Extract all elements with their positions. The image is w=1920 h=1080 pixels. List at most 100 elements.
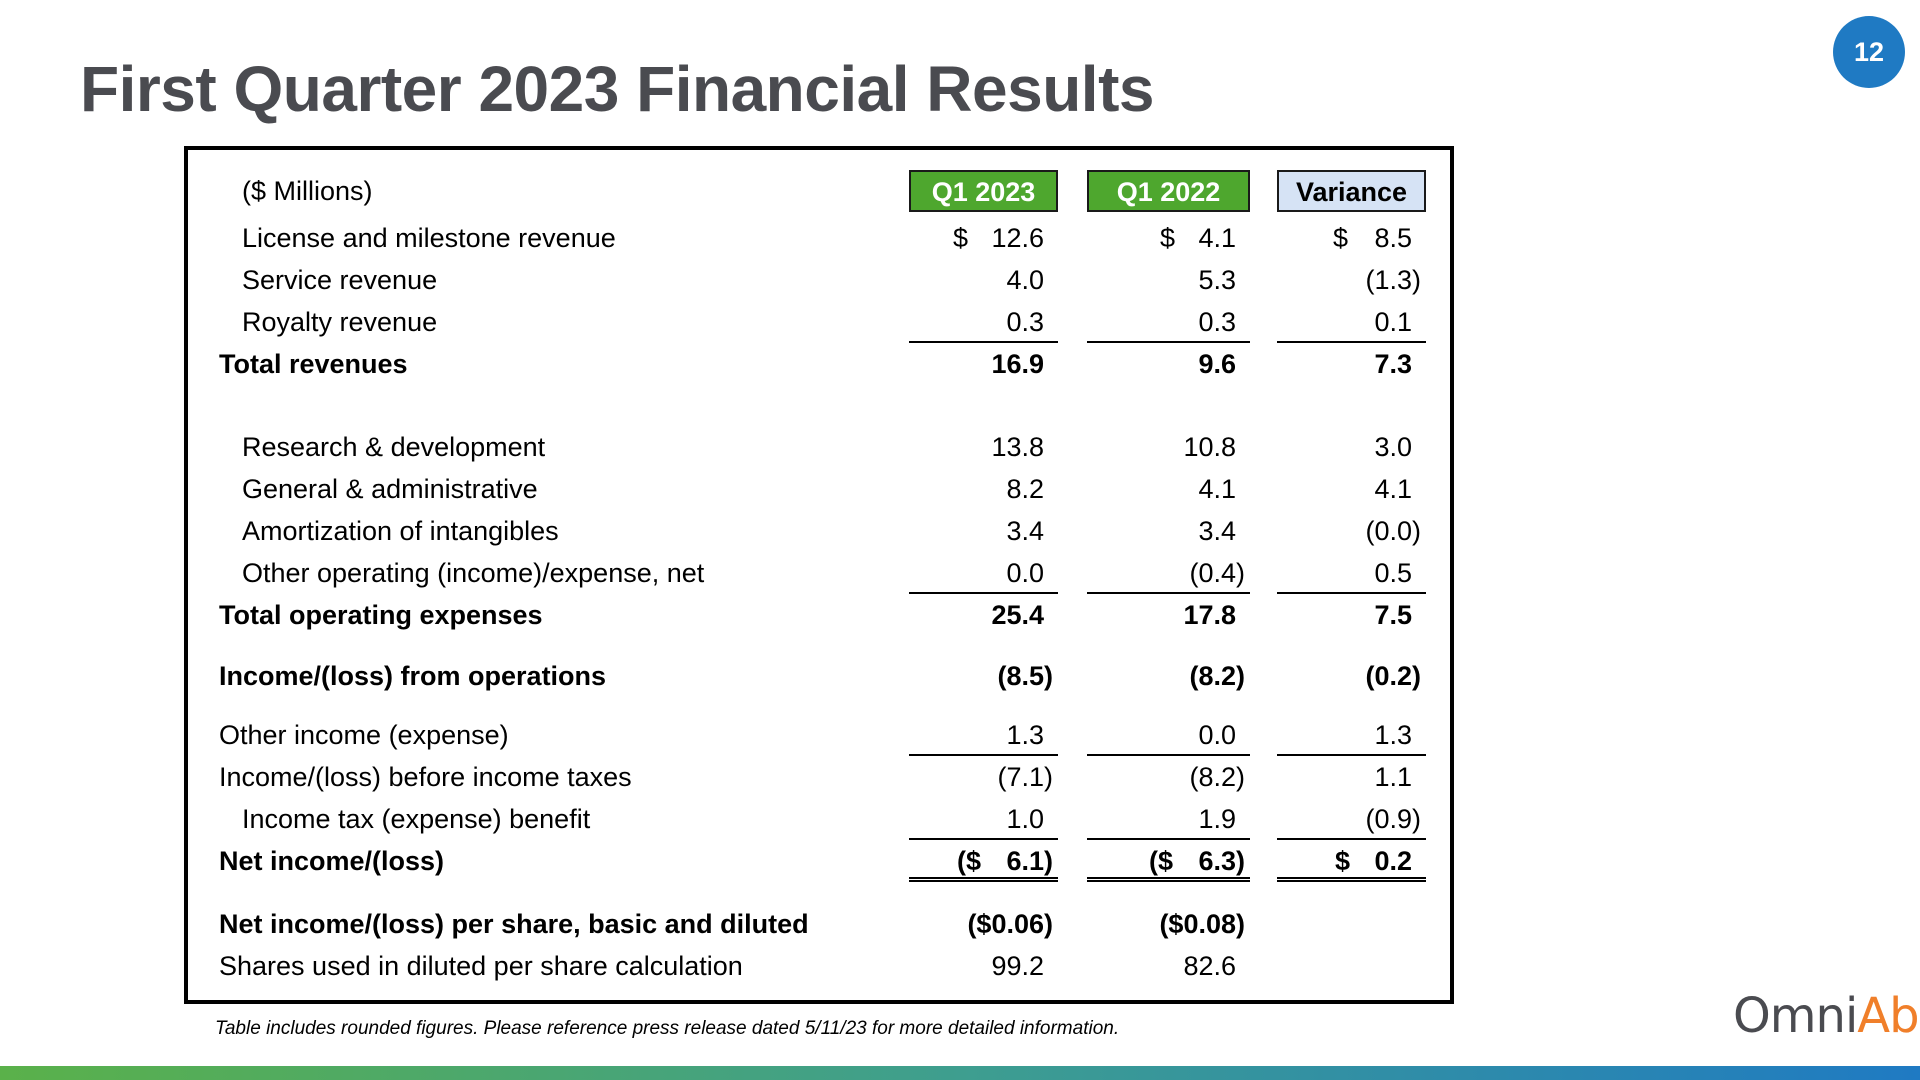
row-label: Other income (expense)	[219, 720, 509, 750]
table-row-shares-used: Shares used in diluted per share calcula…	[188, 945, 1450, 987]
cell-q1-2022: 0.0	[1087, 714, 1250, 756]
table-row-total-operating-expenses: Total operating expenses 25.4 17.8 7.5	[188, 594, 1450, 636]
cell-q1-2022: $4.1	[1087, 217, 1250, 259]
cell-value: 16.9	[991, 349, 1044, 379]
table-row-general-administrative: General & administrative 8.2 4.1 4.1	[188, 468, 1450, 510]
cell-q1-2023: 0.3	[909, 301, 1058, 343]
cell-q1-2023: (7.1)	[909, 756, 1058, 798]
currency-symbol: $	[953, 223, 969, 253]
cell-q1-2022: ($0.08)	[1087, 903, 1250, 945]
cell-value: 0.5	[1374, 558, 1412, 588]
row-label: Income tax (expense) benefit	[242, 804, 591, 834]
table-row-income-tax: Income tax (expense) benefit 1.0 1.9 (0.…	[188, 798, 1450, 840]
table-row-eps: Net income/(loss) per share, basic and d…	[188, 903, 1450, 945]
cell-value: 25.4	[991, 600, 1044, 630]
cell-value: 8.5	[1374, 223, 1412, 253]
cell-variance: (0.2)	[1277, 655, 1426, 697]
row-label: License and milestone revenue	[242, 223, 616, 253]
row-label: Royalty revenue	[242, 307, 438, 337]
cell-q1-2022: 1.9	[1087, 798, 1250, 840]
financial-results-table: ($ Millions) Q1 2023 Q1 2022 Variance Li…	[184, 146, 1454, 1004]
cell-variance: 7.5	[1277, 594, 1426, 636]
logo-text-omni: Omni	[1733, 988, 1858, 1044]
cell-value: (1.3)	[1365, 265, 1421, 295]
cell-value: (8.5)	[997, 661, 1053, 691]
cell-q1-2023: 1.0	[909, 798, 1058, 840]
cell-value: 0.3	[1198, 307, 1236, 337]
cell-q1-2022: 9.6	[1087, 343, 1250, 385]
cell-variance: 1.1	[1277, 756, 1426, 798]
header-q1-2023: Q1 2023	[909, 170, 1058, 212]
cell-variance: (1.3)	[1277, 259, 1426, 301]
cell-value: (0.0)	[1365, 516, 1421, 546]
row-label: Total revenues	[219, 349, 408, 379]
cell-value: 8.2	[1006, 474, 1044, 504]
currency-prefix: ($	[1149, 846, 1174, 876]
table-row-royalty-revenue: Royalty revenue 0.3 0.3 0.1	[188, 301, 1450, 343]
cell-variance: (0.0)	[1277, 510, 1426, 552]
cell-value: 4.1	[1198, 223, 1236, 253]
cell-value: 1.1	[1374, 762, 1412, 792]
cell-value: ($0.08)	[1159, 909, 1245, 939]
cell-q1-2023: 16.9	[909, 343, 1058, 385]
cell-value: 4.0	[1006, 265, 1044, 295]
cell-variance: 1.3	[1277, 714, 1426, 756]
row-label: Service revenue	[242, 265, 438, 295]
cell-value: 3.4	[1006, 516, 1044, 546]
cell-q1-2022: 17.8	[1087, 594, 1250, 636]
cell-value: 3.0	[1374, 432, 1412, 462]
cell-q1-2023: 3.4	[909, 510, 1058, 552]
cell-value: 6.1)	[1006, 846, 1053, 876]
currency-symbol: $	[1333, 223, 1349, 253]
table-row-other-operating: Other operating (income)/expense, net 0.…	[188, 552, 1450, 594]
logo-text-ab: Ab	[1857, 988, 1919, 1044]
cell-value: (0.4)	[1189, 558, 1245, 588]
table-row-other-income: Other income (expense) 1.3 0.0 1.3	[188, 714, 1450, 756]
table-row-total-revenues: Total revenues 16.9 9.6 7.3	[188, 343, 1450, 385]
cell-variance: $0.2	[1277, 840, 1426, 882]
cell-q1-2023: 25.4	[909, 594, 1058, 636]
cell-value: 9.6	[1198, 349, 1236, 379]
row-label: General & administrative	[242, 474, 538, 504]
cell-q1-2023: 8.2	[909, 468, 1058, 510]
cell-value: 10.8	[1183, 432, 1236, 462]
page-number-badge: 12	[1833, 16, 1905, 88]
cell-value: 5.3	[1198, 265, 1236, 295]
cell-q1-2023: 0.0	[909, 552, 1058, 594]
cell-q1-2022: 10.8	[1087, 426, 1250, 468]
table-row-income-from-operations: Income/(loss) from operations (8.5) (8.2…	[188, 655, 1450, 697]
currency-prefix: ($	[957, 846, 982, 876]
table-row-net-income: Net income/(loss) ($ 6.1) ($ 6.3) $0.2	[188, 840, 1450, 882]
cell-value: 82.6	[1183, 951, 1236, 981]
cell-q1-2022: 3.4	[1087, 510, 1250, 552]
header-variance: Variance	[1277, 170, 1426, 212]
cell-value: (0.2)	[1365, 661, 1421, 691]
row-label: Total operating expenses	[219, 600, 543, 630]
cell-value: 1.3	[1006, 720, 1044, 750]
cell-value: (7.1)	[997, 762, 1053, 792]
table-row-amortization: Amortization of intangibles 3.4 3.4 (0.0…	[188, 510, 1450, 552]
cell-variance: $8.5	[1277, 217, 1426, 259]
cell-value: 7.3	[1374, 349, 1412, 379]
row-label: Income/(loss) before income taxes	[219, 762, 632, 792]
cell-value: 1.9	[1198, 804, 1236, 834]
table-header-row: ($ Millions)	[188, 170, 1450, 212]
cell-value: 1.3	[1374, 720, 1412, 750]
cell-q1-2023: 99.2	[909, 945, 1058, 987]
cell-q1-2023: 13.8	[909, 426, 1058, 468]
cell-q1-2023: ($0.06)	[909, 903, 1058, 945]
registered-mark: ®	[1919, 996, 1920, 1012]
row-label: Research & development	[242, 432, 546, 462]
cell-variance: (0.9)	[1277, 798, 1426, 840]
cell-q1-2022: (0.4)	[1087, 552, 1250, 594]
cell-q1-2022: 5.3	[1087, 259, 1250, 301]
page-title: First Quarter 2023 Financial Results	[80, 53, 1154, 125]
cell-value: 4.1	[1198, 474, 1236, 504]
cell-q1-2023: $12.6	[909, 217, 1058, 259]
cell-value: 1.0	[1006, 804, 1044, 834]
cell-q1-2022: 4.1	[1087, 468, 1250, 510]
cell-q1-2023: (8.5)	[909, 655, 1058, 697]
cell-value: 3.4	[1198, 516, 1236, 546]
currency-prefix: $	[1335, 846, 1351, 876]
cell-value: (8.2)	[1189, 661, 1245, 691]
